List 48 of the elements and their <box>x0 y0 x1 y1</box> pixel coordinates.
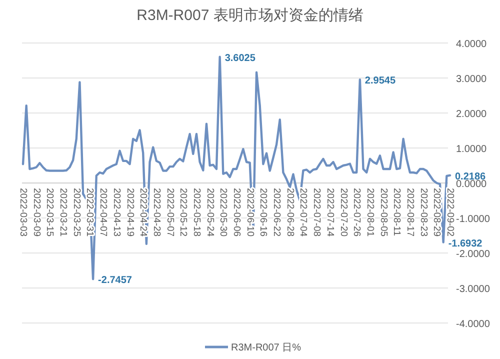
x-tick-label: 2022-06-28 <box>284 188 296 237</box>
x-tick-label: 2022-07-08 <box>311 188 322 237</box>
y-tick-label: -4.0000 <box>456 319 490 330</box>
x-tick-label: 2022-05-07 <box>164 188 176 237</box>
x-tick-label: 2022-03-21 <box>58 188 69 237</box>
y-tick-label: -2.0000 <box>456 249 490 260</box>
x-tick-label: 2022-03-15 <box>44 188 56 237</box>
x-tick-label: 2022-08-23 <box>418 188 429 237</box>
x-tick-label: 2022-08-29 <box>431 188 442 237</box>
legend-label: R3M-R007 日% <box>231 342 302 354</box>
y-tick-label: 4.0000 <box>456 39 488 50</box>
x-tick-label: 2022-09-02 <box>444 188 456 237</box>
x-tick-label: 2022-03-09 <box>30 188 42 237</box>
chart-title: R3M-R007 表明市场对资金的情绪 <box>136 7 364 24</box>
x-tick-label: 2022-04-19 <box>124 188 136 237</box>
x-tick-label: 2022-06-10 <box>244 188 256 237</box>
data-label: -2.7457 <box>98 275 132 286</box>
x-tick-label: 2022-03-31 <box>84 188 96 237</box>
y-tick-label: 3.0000 <box>456 74 488 85</box>
x-tick-label: 2022-04-13 <box>110 188 122 237</box>
x-tick-label: 2022-05-24 <box>204 188 216 237</box>
y-tick-label: -3.0000 <box>456 284 490 295</box>
x-tick-label: 2022-06-16 <box>258 188 269 237</box>
x-tick-label: 2022-04-24 <box>138 188 149 237</box>
x-tick-label: 2022-08-17 <box>404 188 416 237</box>
data-label: -1.6932 <box>448 238 483 250</box>
x-tick-label: 2022-04-28 <box>150 188 162 237</box>
y-tick-label: 0.0000 <box>456 179 488 190</box>
data-label: 2.9545 <box>364 76 396 87</box>
x-tick-label: 2022-08-11 <box>391 188 402 236</box>
y-tick-label: 1.0000 <box>456 144 488 155</box>
x-tick-label: 2022-05-18 <box>190 188 202 237</box>
x-tick-label: 2022-07-20 <box>338 188 349 237</box>
x-tick-label: 2022-08-01 <box>364 188 376 237</box>
x-tick-label: 2022-07-14 <box>324 188 336 237</box>
x-tick-label: 2022-07-04 <box>298 188 309 237</box>
x-tick-label: 2022-06-06 <box>231 188 242 237</box>
data-label: 3.6025 <box>224 52 256 64</box>
x-tick-label: 2022-04-07 <box>98 188 109 237</box>
x-tick-label: 2022-08-05 <box>378 188 389 237</box>
x-tick-label: 2022-06-22 <box>271 188 282 237</box>
x-tick-label: 2022-05-30 <box>218 188 229 237</box>
y-tick-label: 2.0000 <box>456 109 488 120</box>
x-tick-label: 2022-03-03 <box>18 188 28 237</box>
x-tick-label: 2022-03-25 <box>70 188 82 237</box>
y-tick-label: -1.0000 <box>456 214 490 225</box>
x-tick-label: 2022-07-26 <box>351 188 362 237</box>
x-tick-label: 2022-05-12 <box>178 188 189 237</box>
